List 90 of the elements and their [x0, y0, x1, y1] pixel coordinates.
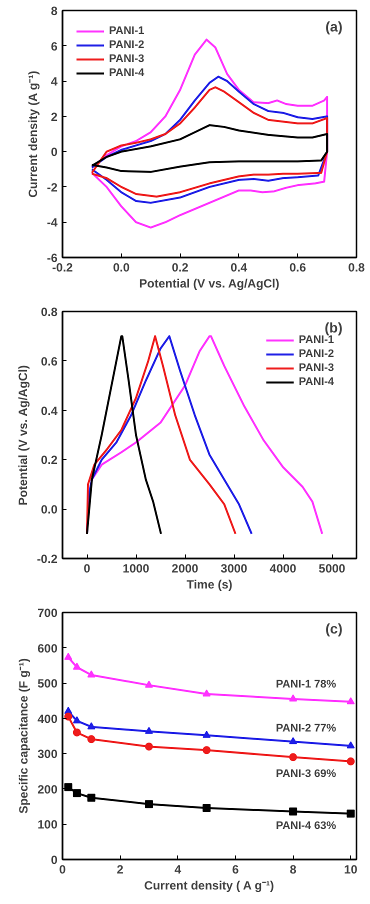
legend-label: PANI-1: [298, 334, 334, 347]
line-series: [86, 335, 162, 535]
annotation: PANI-2 77%: [276, 722, 336, 735]
point: [64, 783, 72, 792]
y-tick-label: 100: [37, 818, 58, 832]
y-tick-label: 0.2: [40, 453, 58, 468]
y-tick-label: -2: [46, 180, 58, 194]
annotation: PANI-4 63%: [276, 820, 336, 832]
y-tick-label: 500: [37, 676, 58, 691]
x-tick-label: 3000: [220, 562, 248, 576]
point: [346, 810, 355, 818]
y-tick-label: -6: [46, 251, 58, 265]
x-tick-label: 0.0: [112, 260, 130, 274]
point: [202, 804, 211, 812]
legend-label: PANI-4: [298, 375, 334, 389]
x-tick-label: 6: [232, 862, 240, 876]
legend-label: PANI-3: [298, 361, 334, 375]
point: [144, 800, 153, 808]
point: [72, 728, 81, 736]
x-tick-label: 4000: [270, 562, 297, 576]
y-tick-label: 300: [37, 747, 58, 762]
y-tick-label: 8: [50, 4, 58, 18]
y-tick-label: 6: [50, 39, 58, 54]
x-tick-label: 0.6: [289, 260, 306, 274]
x-tick-label: 0: [59, 862, 66, 876]
y-tick-label: 0.0: [40, 502, 58, 517]
x-tick-label: 10: [344, 862, 358, 876]
x-tick-label: 4: [174, 862, 182, 876]
x-tick-label: 5000: [318, 562, 346, 576]
y-tick-label: 200: [37, 782, 58, 796]
annotation: PANI-3 69%: [276, 768, 336, 780]
y-tick-label: -0.2: [36, 552, 58, 566]
x-tick-label: 2: [116, 862, 124, 876]
x-tick-label: 8: [290, 862, 297, 876]
point: [202, 730, 211, 738]
point: [87, 735, 96, 744]
x-tick-label: 1000: [122, 562, 150, 576]
x-axis-title: Time (s): [186, 578, 232, 592]
y-tick-label: 4: [50, 74, 58, 89]
annotation: PANI-1 78%: [276, 678, 336, 690]
x-tick-label: 0: [84, 562, 91, 576]
point: [72, 789, 81, 798]
point: [87, 722, 96, 730]
point: [87, 670, 96, 678]
point: [289, 694, 298, 702]
x-tick-label: 0.4: [230, 260, 248, 274]
x-tick-label: 0.8: [348, 260, 366, 274]
point: [202, 689, 211, 697]
point: [72, 716, 81, 724]
y-tick-label: -4: [46, 216, 58, 230]
annotation: (c): [325, 620, 343, 636]
annotation: (a): [325, 18, 343, 34]
x-tick-label: 2000: [172, 562, 199, 576]
point: [289, 753, 298, 762]
y-tick-label: 0: [50, 145, 58, 160]
line-series: [90, 124, 328, 173]
legend-label: PANI-2: [109, 38, 144, 52]
y-tick-label: 2: [50, 110, 58, 124]
y-tick-label: 0.8: [40, 305, 58, 319]
legend-label: PANI-4: [109, 66, 144, 80]
legend-label: PANI-1: [109, 24, 144, 38]
point: [289, 737, 298, 744]
point: [144, 680, 153, 688]
legend-label: PANI-2: [298, 347, 334, 361]
y-axis-title: Specific capacitance (F g⁻¹): [16, 658, 30, 814]
annotation: (b): [324, 320, 343, 336]
point: [346, 757, 355, 766]
point: [64, 652, 72, 660]
point: [144, 726, 153, 734]
y-axis-title: Potential (V vs. Ag/AgCl): [16, 365, 30, 506]
x-axis-title: Potential (V vs. Ag/AgCl): [139, 276, 280, 290]
x-axis-title: Current density ( A g⁻¹): [144, 878, 274, 892]
point: [87, 794, 96, 802]
point: [346, 741, 355, 748]
point: [289, 808, 298, 816]
point: [202, 746, 211, 754]
y-tick-label: 700: [37, 606, 58, 620]
line-series: [90, 38, 328, 229]
x-tick-label: 0.2: [172, 260, 189, 274]
point: [144, 742, 153, 751]
y-tick-label: 600: [37, 641, 58, 656]
y-tick-label: 400: [37, 712, 58, 726]
point: [64, 712, 72, 721]
point: [72, 662, 81, 670]
point: [346, 697, 355, 704]
y-tick-label: 0.4: [40, 404, 58, 418]
y-tick-label: 0: [50, 853, 58, 867]
y-tick-label: 0.6: [40, 354, 58, 368]
legend-label: PANI-3: [109, 52, 144, 66]
y-axis-title: Current density (A g⁻¹): [26, 70, 40, 198]
